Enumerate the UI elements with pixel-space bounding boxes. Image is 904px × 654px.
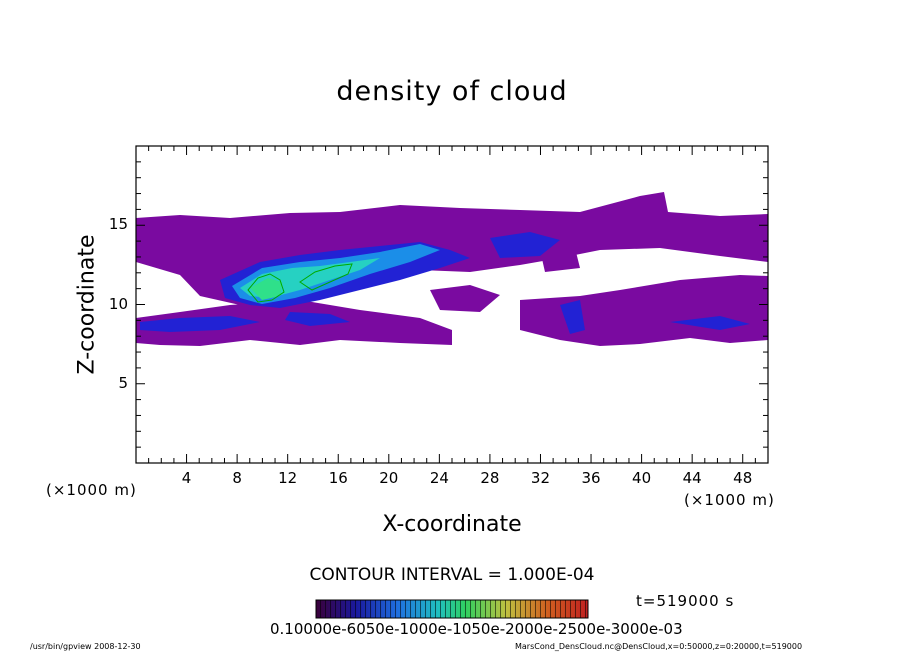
x-tick-label: 48 [733,469,753,487]
cloud-region-blue-right [490,232,560,258]
x-tick-label: 24 [429,469,449,487]
cloud-region-right [520,275,768,346]
x-axis-unit: (×1000 m) [684,491,775,509]
x-tick-label: 44 [682,469,702,487]
x-tick-label: 32 [530,469,551,487]
footer-right: MarsCond_DensCloud.nc@DensCloud,x=0:5000… [515,642,803,651]
colorbar-labels: 0.10000e-6050e-1000e-1050e-2000e-2500e-3… [270,620,683,638]
contour-line [299,263,353,291]
x-tick-label: 36 [581,469,601,487]
x-axis-label: X-coordinate [382,512,522,537]
cloud-region-blue-right [670,316,750,330]
x-tick-label: 8 [232,469,242,487]
x-tick-label: 12 [278,469,298,487]
time-label: t=519000 s [636,592,735,610]
cloud-region-blue-lower [140,316,260,332]
chart-title: density of cloud [336,76,568,107]
x-tick-label: 28 [480,469,500,487]
cloud-field [136,192,768,346]
footer-left: /usr/bin/gpview 2008-12-30 [30,642,141,651]
y-tick-label: 5 [118,373,128,392]
x-tick-label: 16 [328,469,348,487]
y-tick-label: 10 [108,294,128,313]
cloud-patch [430,285,500,312]
x-tick-label: 4 [181,469,192,487]
colorbar-stripes [316,600,588,618]
axis-ticks [135,145,769,464]
y-tick-label: 15 [108,215,128,234]
cloud-region-lower [136,300,452,346]
x-tick-label: 40 [632,469,652,487]
cloud-patch [540,248,580,272]
y-axis-unit: (×1000 m) [46,481,137,499]
contour-line [247,273,285,303]
cloud-region-blue-right [560,300,585,334]
contour-interval-text: CONTOUR INTERVAL = 1.000E-04 [309,565,595,585]
y-axis-label: Z-coordinate [74,234,100,375]
cloud-region-max [250,278,282,300]
cloud-region-blue-lower [285,312,350,326]
x-tick-label: 20 [379,469,399,487]
